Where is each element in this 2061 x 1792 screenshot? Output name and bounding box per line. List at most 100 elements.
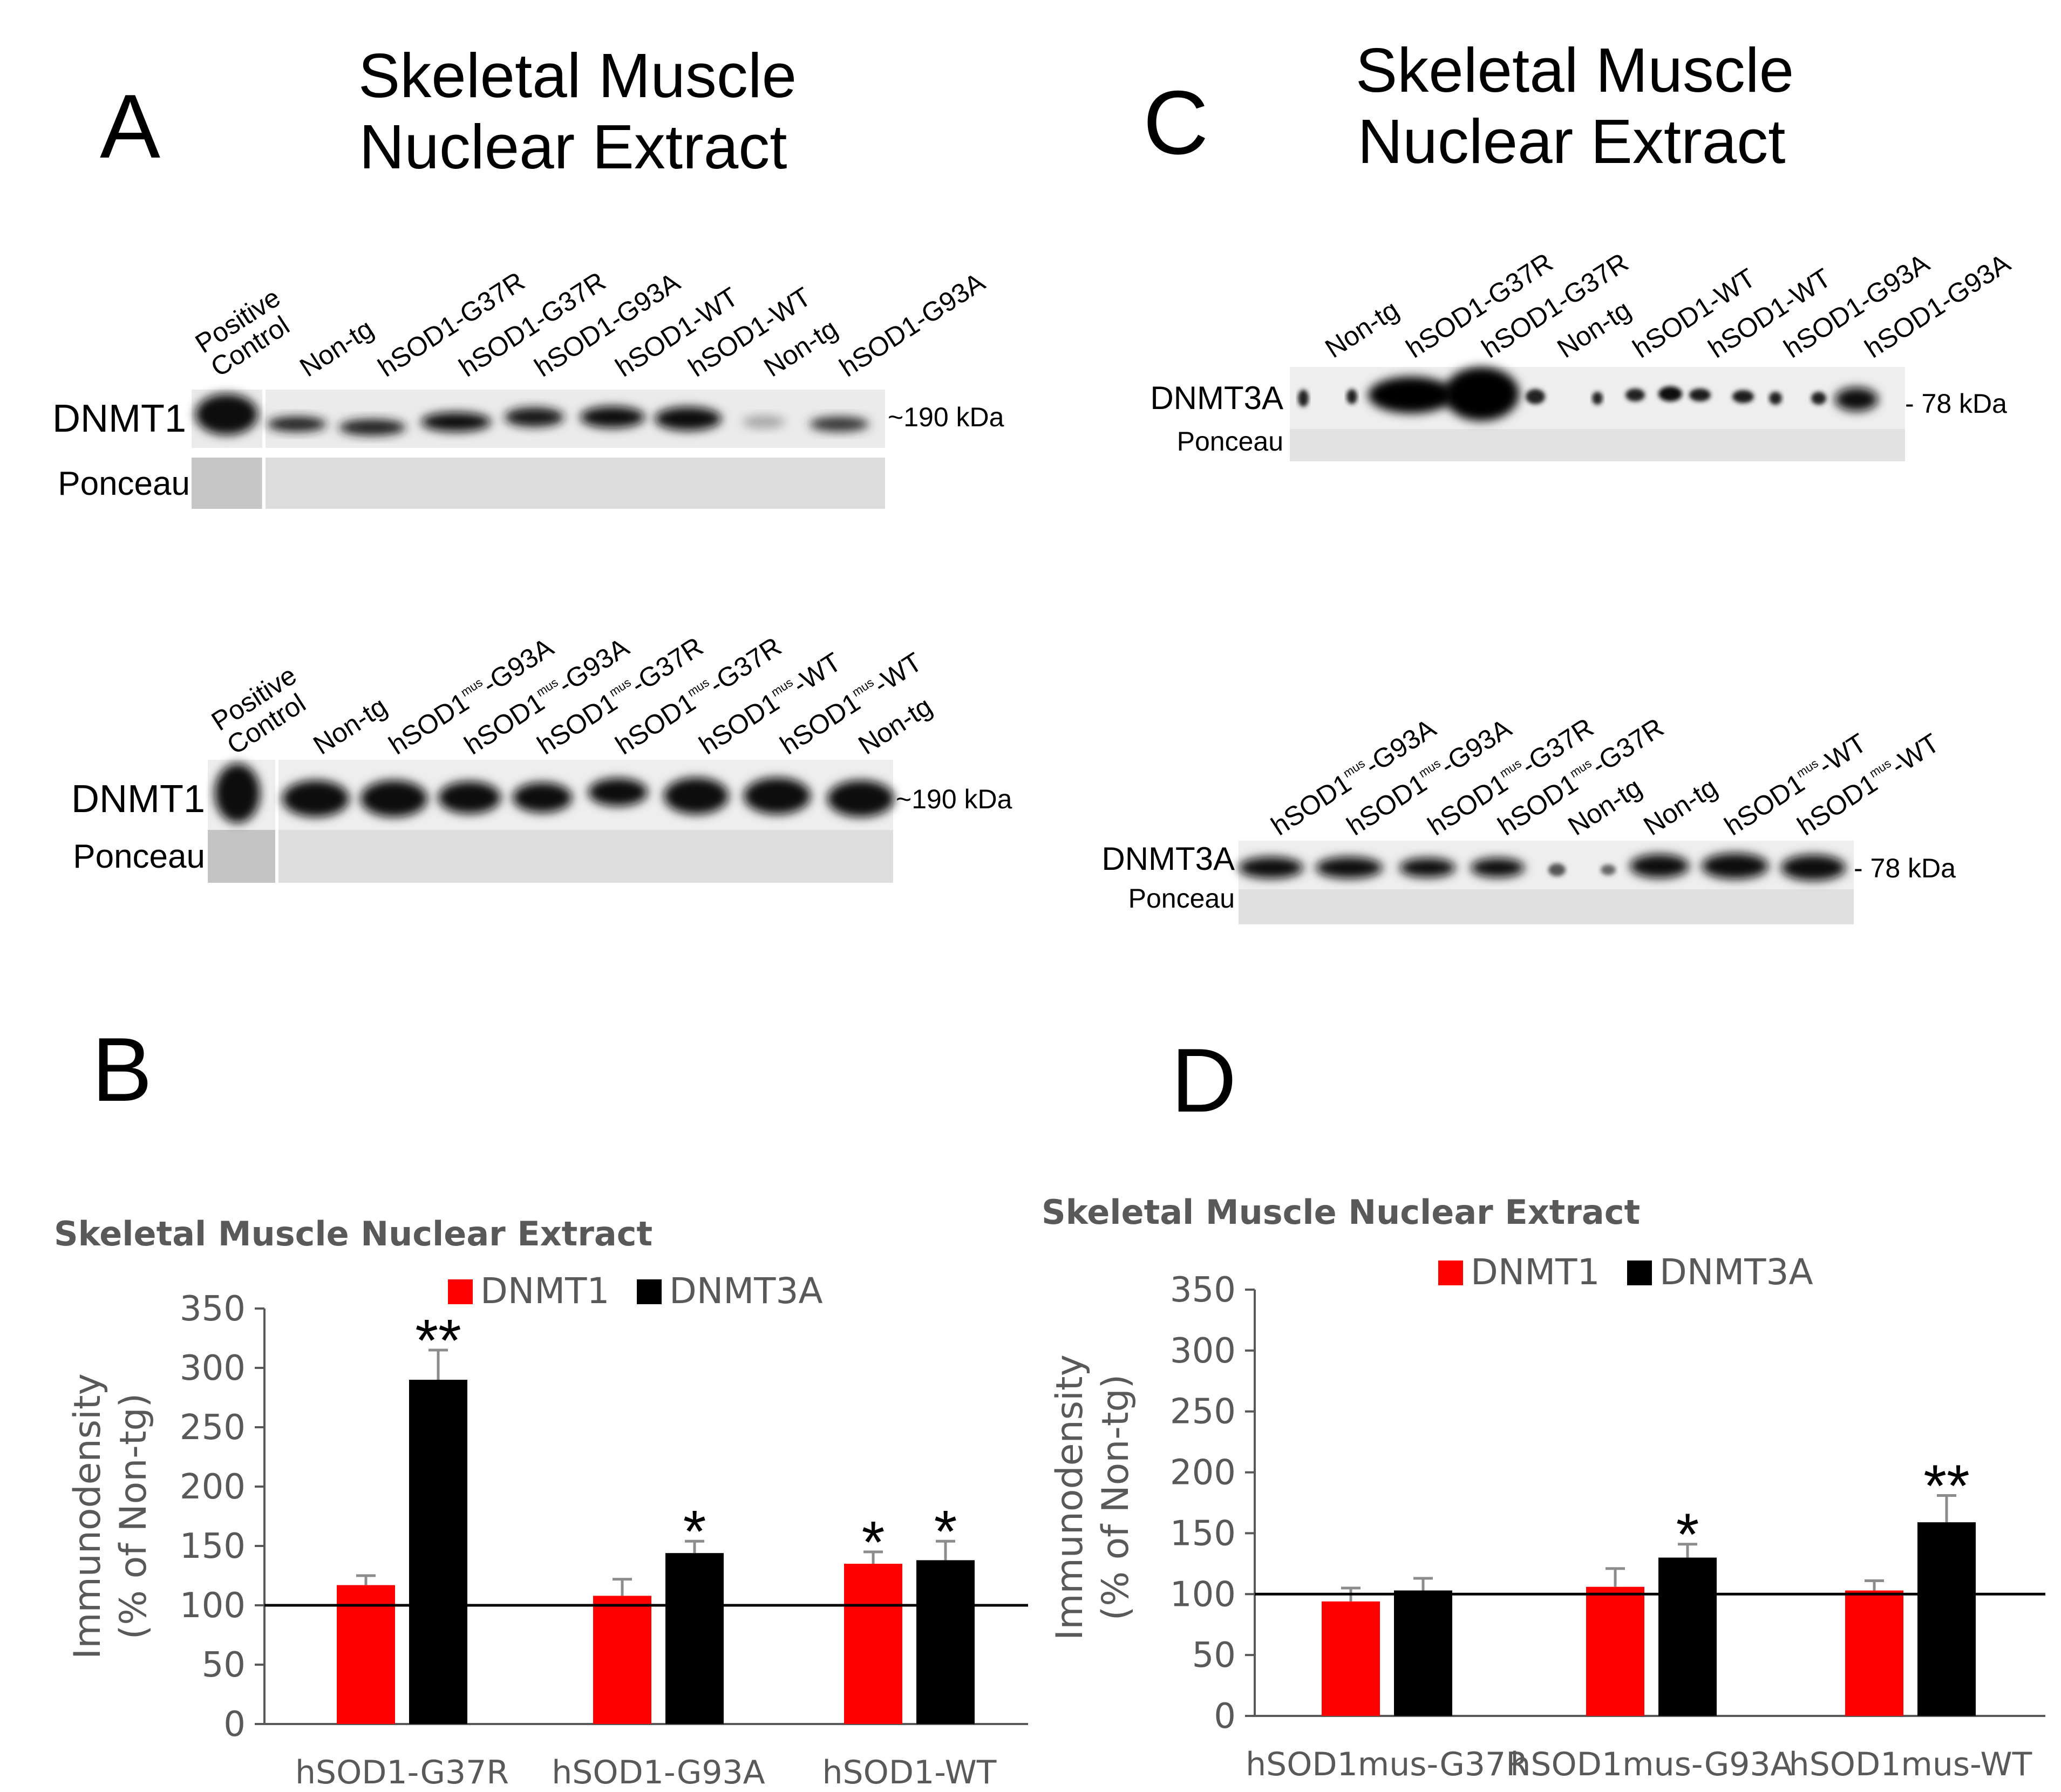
chart-d-y-tick-label-250: 250 [1170, 1392, 1236, 1432]
chart-d-legend-label-dnmt3a: DNMT3A [1659, 1251, 1813, 1293]
blot-a-bottom-size-marker: ~190 kDa [896, 784, 1012, 814]
chart-d-legend-swatch-dnmt3a [1627, 1260, 1652, 1285]
blot-c-bottom-size-marker: - 78 kDa [1854, 853, 1956, 883]
panel-b-letter: B [92, 1019, 152, 1120]
chart-d-marks: 0 50 100 150 200 250 300 350 hSOD1mus-G37R * hSOD1… [1170, 1251, 2045, 1783]
panel-c: C Skeletal Muscle Nuclear Extract Non-tg… [1101, 35, 2016, 924]
chart-d-y-tick-label-350: 350 [1170, 1270, 1236, 1310]
blot-a-bottom-band-5 [588, 778, 648, 806]
panel-c-letter: C [1143, 72, 1208, 173]
panel-a: A Skeletal Muscle Nuclear Extract Positi… [52, 40, 1012, 883]
chart-b-x-tick-label-hsod1-g93a: hSOD1-G93A [552, 1754, 765, 1791]
blot-c-bottom-band-5 [1601, 864, 1616, 875]
blot-c-bottom-lanes: hSOD1mus-G93AhSOD1mus-G93AhSOD1mus-G37Rh… [1266, 712, 1944, 842]
blot-c-bottom-lane-label-7: hSOD1mus-WT [1792, 727, 1944, 841]
blot-c-top-band-10 [1769, 392, 1782, 405]
chart-b-significance-dnmt1-hsod1-wt: * [862, 1509, 885, 1576]
chart-b-y-tick-label-350: 350 [180, 1289, 246, 1329]
chart-d-significance-dnmt3a-hsod1mus-g93a: * [1676, 1502, 1699, 1568]
blot-c-bottom-band-4 [1548, 863, 1566, 876]
blot-c-top-band-6 [1625, 389, 1645, 401]
blot-a-bottom-lanes: PositiveControlNon-tghSOD1mus-G93AhSOD1m… [206, 631, 937, 761]
blot-c-bottom: hSOD1mus-G93AhSOD1mus-G93AhSOD1mus-G37Rh… [1101, 712, 1956, 924]
chart-b-bar-dnmt3a-hsod1-wt [916, 1560, 975, 1724]
blot-a-top-band-3 [421, 412, 491, 432]
panel-a-title-line1: Skeletal Muscle [358, 40, 797, 111]
blot-a-top-lane-label-1: Non-tg [294, 314, 378, 383]
blot-c-bottom-band-6 [1630, 854, 1689, 878]
blot-a-top-band-4 [505, 407, 564, 427]
blot-a-top-loading-label: Ponceau [58, 465, 190, 502]
blot-c-bottom-band-label: DNMT3A [1101, 841, 1235, 877]
chart-d-x-tick-label-hsod1mus-g93a: hSOD1mus-G93A [1510, 1746, 1792, 1783]
blot-c-top-band-5 [1592, 392, 1603, 405]
blot-a-top-lane-label-8: hSOD1-G93A [834, 267, 990, 383]
blot-a-top-band-label: DNMT1 [52, 397, 186, 440]
blot-a-bottom-band-0 [215, 764, 260, 823]
chart-d-title: Skeletal Muscle Nuclear Extract [1042, 1193, 1640, 1232]
chart-b-bar-dnmt1-hsod1-g37r [337, 1585, 395, 1724]
blot-a-bottom-band-2 [360, 780, 427, 817]
chart-b-title: Skeletal Muscle Nuclear Extract [54, 1214, 652, 1253]
blot-a-top-bands [195, 394, 869, 435]
chart-b-x-tick-label-hsod1-wt: hSOD1-WT [822, 1754, 997, 1791]
blot-c-top-band-1 [1346, 389, 1357, 404]
blot-a-bottom-band-1 [282, 780, 349, 817]
blot-a-bottom-band-label: DNMT1 [71, 778, 205, 821]
blot-a-top-lane-label-0: PositiveControl [190, 282, 301, 383]
chart-d-bar-dnmt1-hsod1mus-g93a [1586, 1586, 1644, 1716]
blot-c-bottom-band-0 [1239, 857, 1303, 878]
blot-a-top-band-5 [580, 406, 645, 428]
chart-b: Skeletal Muscle Nuclear Extract Immunode… [54, 1214, 1028, 1791]
blot-a-bottom-band-3 [438, 781, 501, 814]
blot-a-top-ponceau [192, 458, 885, 509]
blot-a-top-lanes: PositiveControl Non-tghSOD1-G37RhSOD1-G37… [190, 266, 990, 383]
blot-a-bottom-band-7 [744, 778, 811, 814]
blot-c-bottom-lane-label-5: Non-tg [1638, 772, 1722, 842]
chart-d-y-tick-label-150: 150 [1170, 1514, 1236, 1553]
blot-a-bottom-divider [275, 760, 278, 883]
blot-c-top-band-2 [1368, 377, 1454, 413]
chart-d: Skeletal Muscle Nuclear Extract Immunode… [1042, 1193, 2045, 1783]
chart-d-legend-label-dnmt1: DNMT1 [1471, 1251, 1600, 1293]
blot-a-bottom-lane-label-8: Non-tg [853, 691, 937, 761]
chart-b-ylabel-line1: Immunodensity [66, 1373, 109, 1659]
blot-a-bottom-band-6 [664, 778, 729, 814]
chart-b-bar-dnmt1-hsod1-g93a [593, 1596, 651, 1724]
chart-d-significance-dnmt3a-hsod1mus-wt: ** [1923, 1453, 1970, 1519]
chart-d-y-tick-label-300: 300 [1170, 1331, 1236, 1371]
blot-c-top-band-11 [1811, 392, 1826, 405]
chart-d-ylabel-line2: (% of Non-tg) [1094, 1374, 1137, 1620]
blot-c-bottom-band-3 [1471, 858, 1525, 877]
chart-d-bar-dnmt1-hsod1mus-g37r [1322, 1601, 1380, 1716]
blot-a-top-band-1 [267, 417, 327, 432]
chart-d-bar-dnmt1-hsod1mus-wt [1845, 1590, 1903, 1716]
blot-a-bottom-lane-label-0: PositiveControl [206, 660, 317, 760]
blot-c-bottom-band-1 [1316, 857, 1383, 878]
blot-c-bottom-band-7 [1702, 853, 1768, 879]
chart-b-legend-label-dnmt1: DNMT1 [480, 1270, 609, 1312]
chart-b-significance-dnmt3a-hsod1-g93a: * [683, 1498, 706, 1565]
blot-a-bottom-loading-label: Ponceau [73, 838, 205, 875]
chart-b-y-tick-label-50: 50 [202, 1645, 246, 1685]
blot-a-top-band-2 [339, 419, 406, 435]
chart-d-x-tick-label-hsod1mus-g37r: hSOD1mus-G37R [1246, 1746, 1528, 1783]
blot-c-top-ponceau [1290, 429, 1905, 461]
chart-b-bar-dnmt3a-hsod1-g37r [409, 1380, 467, 1724]
blot-a-top-band-7 [742, 415, 785, 428]
blot-c-top-band-label: DNMT3A [1150, 380, 1283, 416]
chart-b-legend-label-dnmt3a: DNMT3A [669, 1270, 823, 1312]
blot-c-top-size-marker: - 78 kDa [1905, 389, 2007, 419]
chart-b-y-tick-label-100: 100 [180, 1586, 246, 1626]
blot-c-top-lanes: Non-tghSOD1-G37RhSOD1-G37RNon-tghSOD1-WT… [1319, 247, 2016, 364]
blot-a-top-size-marker: ~190 kDa [888, 402, 1004, 432]
chart-b-y-tick-label-0: 0 [223, 1705, 246, 1745]
blot-c-top-loading-label: Ponceau [1177, 426, 1283, 456]
blot-c-bottom-ponceau [1239, 889, 1854, 924]
chart-b-x-tick-label-hsod1-g37r: hSOD1-G37R [295, 1754, 509, 1791]
chart-d-ylabel-line1: Immunodensity [1049, 1354, 1091, 1640]
blot-a-bottom-ponceau-control [208, 830, 275, 883]
blot-a-top-divider [262, 390, 266, 509]
chart-b-y-tick-label-300: 300 [180, 1348, 246, 1388]
panel-a-letter: A [100, 76, 160, 177]
